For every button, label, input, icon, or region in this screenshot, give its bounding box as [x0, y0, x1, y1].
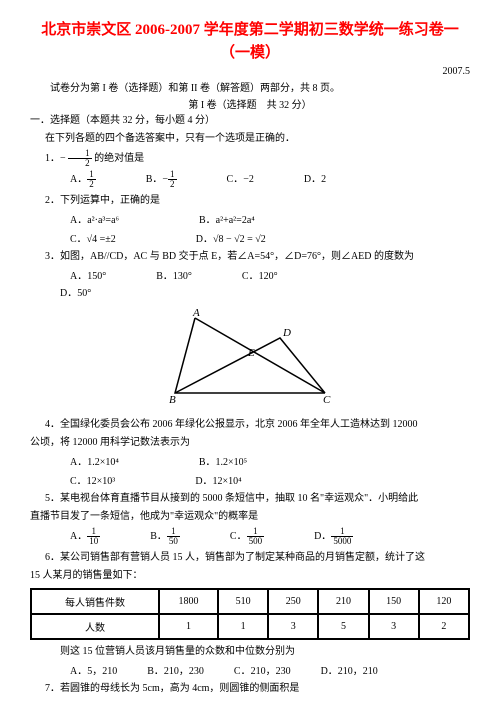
td-label: 人数: [31, 614, 159, 639]
th-3: 250: [268, 589, 318, 614]
q3-stem: 3．如图，AB//CD，AC 与 BD 交于点 E，若∠A=54°，∠D=76°…: [30, 249, 470, 265]
td-5: 3: [369, 614, 419, 639]
geometry-figure: A B C D E: [30, 308, 470, 411]
th-2: 510: [218, 589, 268, 614]
q5-stem-l2: 直播节目发了一条短信，他成为"幸运观众"的概率是: [30, 509, 470, 525]
q4-row1: A．1.2×10⁴ B．1.2×10⁵: [30, 453, 470, 468]
q1-opt-b: B．−12: [146, 170, 177, 189]
sales-table: 每人销售件数 1800 510 250 210 150 120 人数 1 1 3…: [30, 588, 470, 640]
q2-opt-d: D．√8 − √2 = √2: [196, 230, 266, 245]
q6-stem-l3: 则这 15 位营销人员该月销售量的众数和中位数分别为: [30, 644, 470, 660]
q4-opt-c: C．12×10³: [70, 472, 115, 487]
label-e: E: [247, 347, 255, 359]
q1-stem: 1．− 12 的绝对值是: [30, 149, 470, 168]
q5-opt-a: A．110: [70, 527, 100, 546]
q4-opt-d: D．12×10⁴: [195, 472, 241, 487]
td-4: 5: [318, 614, 368, 639]
label-a: A: [192, 308, 200, 319]
q2-opt-c: C．√4 =±2: [70, 230, 116, 245]
q1-opt-d: D．2: [304, 170, 326, 189]
label-c: C: [323, 394, 331, 406]
q3-options: A．150° B．130° C．120°: [30, 267, 470, 282]
q5-opt-d: D．15000: [314, 527, 353, 546]
td-1: 1: [159, 614, 218, 639]
td-3: 3: [268, 614, 318, 639]
table-row: 每人销售件数 1800 510 250 210 150 120: [31, 589, 469, 614]
q3-opt-c: C．120°: [242, 267, 278, 282]
exam-intro: 试卷分为第 I 卷（选择题）和第 II 卷（解答题）两部分，共 8 页。: [30, 79, 470, 94]
th-4: 210: [318, 589, 368, 614]
q4-stem-l1: 4．全国绿化委员会公布 2006 年绿化公报显示，北京 2006 年全年人工造林…: [30, 417, 470, 433]
section-heading: 一．选择题（本题共 32 分，每小题 4 分）: [30, 113, 470, 129]
th-1: 1800: [159, 589, 218, 614]
td-2: 1: [218, 614, 268, 639]
q5-stem-l1: 5．某电视台体育直播节目从接到的 5000 条短信中，抽取 10 名"幸运观众"…: [30, 491, 470, 507]
th-label: 每人销售件数: [31, 589, 159, 614]
q6-opt-a: A．5，210: [70, 662, 117, 677]
q4-row2: C．12×10³ D．12×10⁴: [30, 472, 470, 487]
q4-opt-a: A．1.2×10⁴: [70, 453, 119, 468]
q2-opt-b: B．a²+a²=2a⁴: [199, 211, 255, 226]
exam-title-line2: （一模）: [30, 43, 470, 64]
q1-frac: 12: [68, 149, 92, 168]
exam-date: 2007.5: [30, 66, 470, 77]
th-5: 150: [369, 589, 419, 614]
section-note: 在下列各题的四个备选答案中，只有一个选项是正确的．: [30, 131, 470, 147]
q5-options: A．110 B．150 C．1500 D．15000: [30, 527, 470, 546]
td-6: 2: [419, 614, 469, 639]
q7-stem: 7．若圆锥的母线长为 5cm，高为 4cm，则圆锥的侧面积是: [30, 681, 470, 697]
q3-opt-a: A．150°: [70, 267, 106, 282]
q5-opt-b: B．150: [150, 527, 180, 546]
q2-opt-a: A．a²·a³=a⁶: [70, 211, 119, 226]
q6-stem-l2: 15 人某月的销售量如下：: [30, 568, 470, 584]
q2-row2: C．√4 =±2 D．√8 − √2 = √2: [30, 230, 470, 245]
q6-options: A．5，210 B．210，230 C．210，230 D．210，210: [30, 662, 470, 677]
th-6: 120: [419, 589, 469, 614]
label-d: D: [282, 327, 291, 339]
q6-opt-b: B．210，230: [147, 662, 204, 677]
q6-opt-c: C．210，230: [234, 662, 291, 677]
q1-stem-a: 1．−: [45, 153, 66, 164]
exam-title-line1: 北京市崇文区 2006-2007 学年度第二学期初三数学统一练习卷一: [30, 20, 470, 41]
q4-opt-b: B．1.2×10⁵: [199, 453, 247, 468]
q6-stem-l1: 6．某公司销售部有营销人员 15 人，销售部为了制定某种商品的月销售定额，统计了…: [30, 550, 470, 566]
q1-stem-b: 的绝对值是: [94, 153, 144, 164]
q2-row1: A．a²·a³=a⁶ B．a²+a²=2a⁴: [30, 211, 470, 226]
q4-stem-l2: 公顷，将 12000 用科学记数法表示为: [30, 435, 470, 451]
q2-stem: 2．下列运算中，正确的是: [30, 193, 470, 209]
part-label: 第 I 卷（选择题 共 32 分）: [30, 96, 470, 111]
q3-opt-b: B．130°: [156, 267, 192, 282]
q1-opt-c: C．−2: [227, 170, 254, 189]
label-b: B: [169, 394, 176, 406]
q1-opt-a: A．12: [70, 170, 96, 189]
q3-opt-d: D．50°: [30, 286, 470, 302]
q1-options: A．12 B．−12 C．−2 D．2: [30, 170, 470, 189]
table-row: 人数 1 1 3 5 3 2: [31, 614, 469, 639]
q6-opt-d: D．210，210: [321, 662, 378, 677]
q5-opt-c: C．1500: [230, 527, 264, 546]
